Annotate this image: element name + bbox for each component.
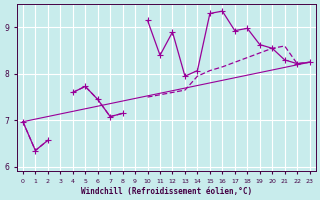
X-axis label: Windchill (Refroidissement éolien,°C): Windchill (Refroidissement éolien,°C) [81, 187, 252, 196]
